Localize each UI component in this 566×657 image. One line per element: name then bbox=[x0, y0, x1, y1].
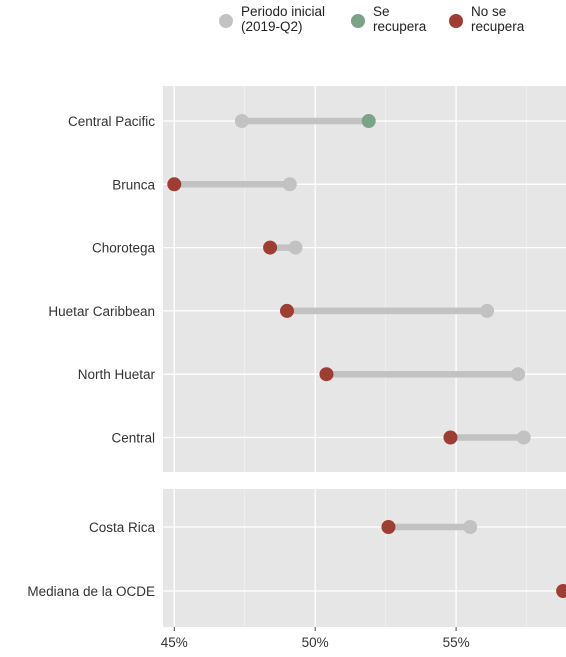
point-initial bbox=[480, 303, 495, 318]
row-label: Costa Rica bbox=[89, 520, 156, 535]
legend-item-recover: Se recupera bbox=[351, 4, 426, 34]
row-label: Central Pacific bbox=[68, 114, 155, 129]
legend-label-initial: Periodo inicial (2019-Q2) bbox=[241, 4, 326, 34]
x-axis-tick-label: 50% bbox=[302, 635, 329, 650]
point-initial bbox=[511, 367, 526, 382]
legend-dot-recover bbox=[351, 14, 365, 28]
point-initial bbox=[234, 114, 249, 128]
legend-dot-norecover bbox=[449, 14, 463, 28]
x-axis-tick-label: 55% bbox=[443, 635, 470, 650]
point-final bbox=[361, 114, 376, 128]
point-final bbox=[443, 430, 458, 445]
row-label: North Huetar bbox=[78, 367, 156, 382]
point-final bbox=[556, 584, 566, 598]
x-axis-tick-label: 45% bbox=[161, 635, 188, 650]
row-label: Brunca bbox=[112, 177, 155, 192]
point-initial bbox=[463, 520, 478, 534]
legend-label-norecover: No se recupera bbox=[471, 4, 525, 34]
legend-item-initial: Periodo inicial (2019-Q2) bbox=[219, 4, 325, 34]
panel-background bbox=[163, 86, 566, 472]
point-final bbox=[319, 367, 334, 382]
row-label: Central bbox=[111, 431, 155, 446]
legend-label-recover: Se recupera bbox=[373, 4, 427, 34]
point-initial bbox=[282, 177, 297, 192]
point-final bbox=[167, 177, 182, 192]
row-label: Mediana de la OCDE bbox=[27, 584, 155, 599]
point-final bbox=[263, 240, 278, 255]
row-label: Chorotega bbox=[92, 241, 156, 256]
point-final bbox=[280, 303, 294, 318]
point-final bbox=[381, 520, 396, 534]
legend: Periodo inicial (2019-Q2) Se recupera No… bbox=[0, 4, 566, 48]
point-initial bbox=[516, 430, 531, 445]
legend-dot-initial bbox=[219, 14, 233, 28]
legend-item-norecover: No se recupera bbox=[449, 4, 524, 34]
point-initial bbox=[288, 240, 303, 255]
row-label: Huetar Caribbean bbox=[48, 304, 155, 319]
panel-background bbox=[163, 489, 566, 627]
